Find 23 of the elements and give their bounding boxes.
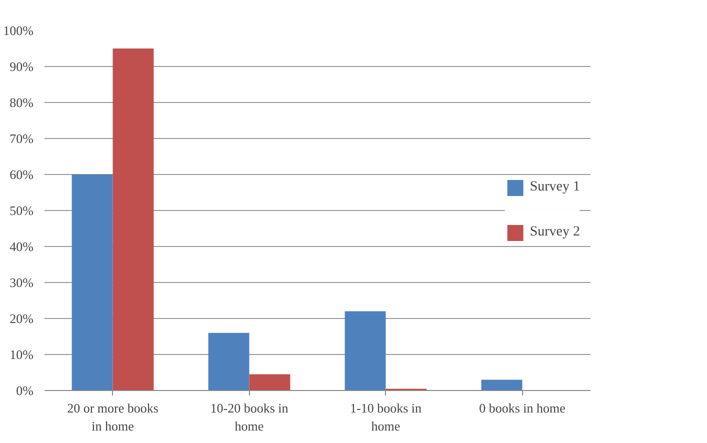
y-tick-label: 70%	[10, 131, 34, 146]
y-tick-label: 30%	[10, 275, 34, 290]
x-tick-label: 1-10 books in home	[350, 400, 422, 434]
y-tick-label: 60%	[10, 167, 34, 182]
legend-label: Survey 1	[530, 180, 580, 196]
y-tick-label: 100%	[3, 23, 34, 38]
bar	[72, 174, 113, 390]
x-tick-label: 0 books in home	[479, 400, 566, 416]
x-tick-label: 10-20 books in home	[210, 400, 289, 434]
bar	[208, 332, 250, 390]
y-tick-label: 20%	[10, 311, 34, 326]
bar	[249, 374, 290, 390]
y-tick-label: 0%	[16, 383, 34, 398]
bar	[112, 48, 154, 390]
y-tick-label: 80%	[10, 95, 34, 110]
y-tick-label: 40%	[10, 239, 34, 254]
bar	[344, 311, 386, 390]
legend-label: Survey 2	[530, 224, 580, 240]
bar	[481, 380, 522, 390]
x-tick-label: 20 or more books in home	[67, 400, 158, 434]
y-tick-label: 90%	[10, 59, 34, 74]
y-tick-label: 50%	[10, 203, 34, 218]
y-tick-label: 10%	[10, 347, 34, 362]
